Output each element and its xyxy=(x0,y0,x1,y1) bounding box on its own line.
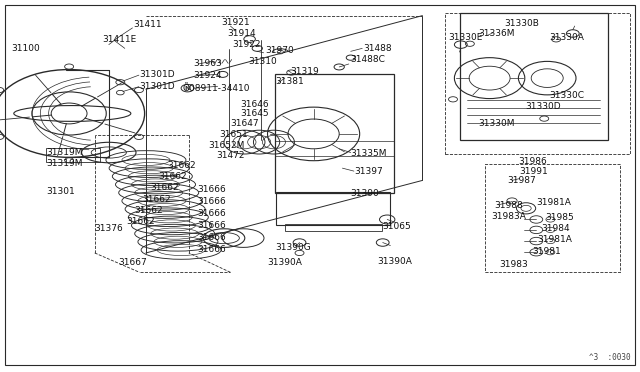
Text: 31981A: 31981A xyxy=(536,198,571,207)
Text: 31397: 31397 xyxy=(354,167,383,176)
Text: 31662: 31662 xyxy=(150,183,179,192)
Text: 31647: 31647 xyxy=(230,119,259,128)
Text: 31390A: 31390A xyxy=(378,257,412,266)
Text: 31488C: 31488C xyxy=(351,55,385,64)
Text: 31065: 31065 xyxy=(383,222,412,231)
Text: 31984: 31984 xyxy=(541,224,570,233)
Text: 31319M: 31319M xyxy=(46,159,83,168)
Text: 31330D: 31330D xyxy=(525,102,561,110)
Text: Õ08911-34410: Õ08911-34410 xyxy=(182,84,250,93)
Text: 31335M: 31335M xyxy=(351,149,387,158)
Text: 31983A: 31983A xyxy=(492,212,526,221)
Text: 31662: 31662 xyxy=(134,206,163,215)
Text: 31390G: 31390G xyxy=(275,243,311,252)
Text: 31988: 31988 xyxy=(494,201,523,210)
Text: 31381: 31381 xyxy=(275,77,304,86)
Bar xyxy=(460,13,608,140)
Text: 31645: 31645 xyxy=(240,109,269,118)
Text: 31667: 31667 xyxy=(118,258,147,267)
Text: 31985: 31985 xyxy=(545,213,574,222)
Text: 31310: 31310 xyxy=(248,57,277,65)
Text: 31652M: 31652M xyxy=(208,141,244,150)
Text: 31390A: 31390A xyxy=(268,258,302,267)
Text: 31651: 31651 xyxy=(219,130,248,139)
Text: ^3  :0030: ^3 :0030 xyxy=(589,353,630,362)
Text: 31981A: 31981A xyxy=(538,235,572,244)
Text: 31970: 31970 xyxy=(266,46,294,55)
Text: 31922: 31922 xyxy=(232,40,261,49)
Text: 31646: 31646 xyxy=(240,100,269,109)
Text: 31662: 31662 xyxy=(142,195,171,203)
Text: 31411E: 31411E xyxy=(102,35,137,44)
Text: 31987: 31987 xyxy=(507,176,536,185)
Text: 31666: 31666 xyxy=(197,185,226,194)
Text: 31666: 31666 xyxy=(197,233,226,242)
Text: 31301D: 31301D xyxy=(140,70,175,79)
Bar xyxy=(275,74,394,193)
Text: 31991: 31991 xyxy=(520,167,548,176)
Text: 31330B: 31330B xyxy=(504,19,539,28)
Text: 31983: 31983 xyxy=(499,260,528,269)
Text: 31666: 31666 xyxy=(197,221,226,230)
Bar xyxy=(276,192,390,225)
Text: 31488: 31488 xyxy=(364,44,392,53)
Text: 31330C: 31330C xyxy=(549,92,584,100)
Text: 31666: 31666 xyxy=(197,197,226,206)
Text: 31301: 31301 xyxy=(46,187,75,196)
Text: 31662: 31662 xyxy=(126,217,155,226)
Text: 31921: 31921 xyxy=(221,18,250,27)
Text: 31319: 31319 xyxy=(290,67,319,76)
Text: 31963: 31963 xyxy=(193,60,222,68)
Text: 31336M: 31336M xyxy=(479,29,515,38)
Text: 31301D: 31301D xyxy=(140,82,175,91)
Text: 31411: 31411 xyxy=(133,20,162,29)
Text: 31472: 31472 xyxy=(216,151,245,160)
Text: 31319M: 31319M xyxy=(46,148,83,157)
Text: 31662: 31662 xyxy=(159,172,188,181)
Text: 31924: 31924 xyxy=(193,71,222,80)
Bar xyxy=(485,164,620,272)
Text: 31390: 31390 xyxy=(351,189,380,198)
Bar xyxy=(445,13,630,154)
Text: N: N xyxy=(185,86,190,91)
Text: 31330A: 31330A xyxy=(549,33,584,42)
Text: 31666: 31666 xyxy=(197,209,226,218)
Text: 31330M: 31330M xyxy=(479,119,515,128)
Text: 31914: 31914 xyxy=(227,29,256,38)
Text: 31100: 31100 xyxy=(12,44,40,53)
Text: 31981: 31981 xyxy=(532,247,561,256)
Text: 31662: 31662 xyxy=(168,161,196,170)
Text: 31376: 31376 xyxy=(95,224,124,233)
Text: 31330E: 31330E xyxy=(448,33,483,42)
Text: 31666: 31666 xyxy=(197,245,226,254)
Text: 31986: 31986 xyxy=(518,157,547,166)
Bar xyxy=(46,148,100,162)
Bar xyxy=(285,224,382,231)
